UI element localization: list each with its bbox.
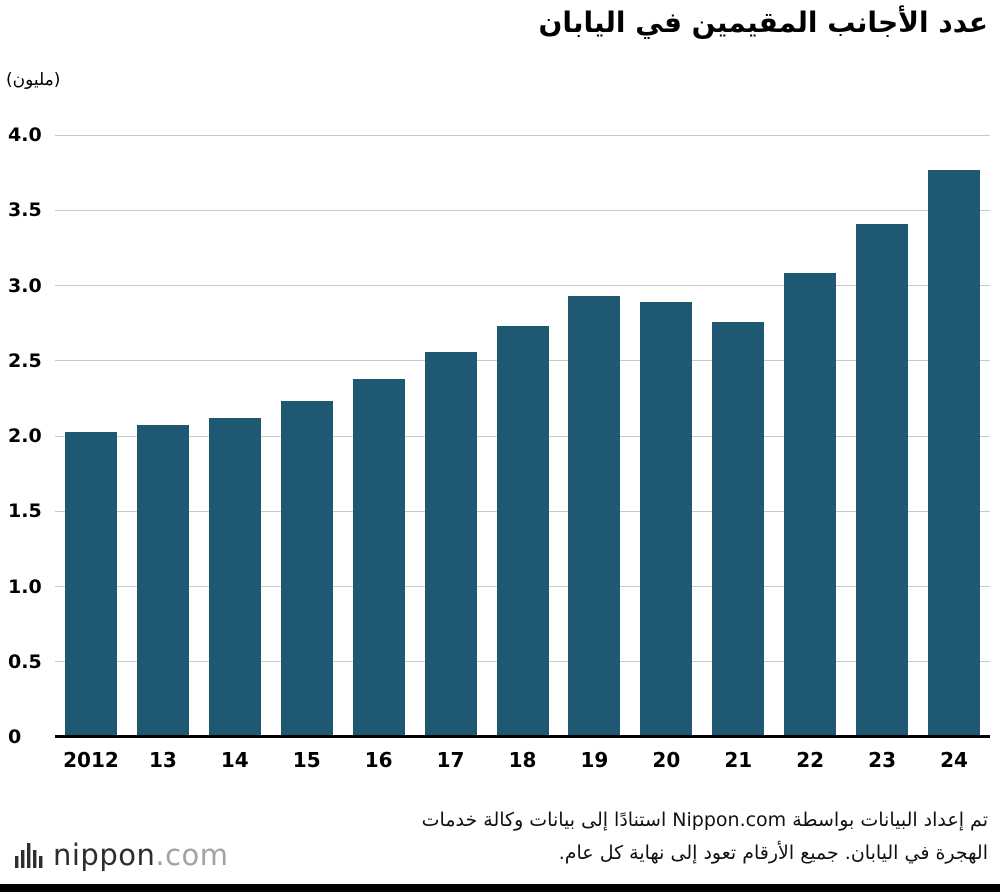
chart-title: عدد الأجانب المقيمين في اليابان: [538, 6, 988, 39]
x-tick-label: 19: [580, 748, 609, 772]
bar-17: [424, 351, 477, 737]
y-tick-label: 0.5: [8, 650, 42, 673]
nippon-logo-domain: .com: [155, 838, 229, 872]
y-tick-label: 4.0: [8, 124, 42, 146]
y-axis-labels: 0 0.5 1.0 1.5 2.0 2.5 3.0 3.5 4.0: [8, 124, 53, 748]
source-note: تم إعداد البيانات بواسطة Nippon.com استن…: [422, 804, 988, 870]
x-tick-label: 24: [940, 748, 968, 772]
y-axis-unit-label: (مليون): [6, 70, 61, 90]
bar-16: [352, 378, 405, 737]
x-tick-label: 23: [868, 748, 897, 772]
y-tick-label: 1.5: [8, 500, 42, 523]
y-tick-label: 2.0: [8, 425, 42, 447]
bar-20: [640, 302, 693, 737]
x-tick-label: 15: [292, 748, 321, 772]
nippon-logo-text: nippon.com: [53, 838, 229, 872]
x-axis-labels: 2012 13 14 15 16 17 18 19 20 21 22 23 24: [55, 748, 990, 778]
y-tick-label: 1.0: [8, 575, 42, 598]
x-tick-label: 14: [220, 748, 249, 772]
y-tick-label: 2.5: [8, 349, 42, 372]
x-tick-label: 20: [652, 748, 681, 772]
source-note-line-2: الهجرة في اليابان. جميع الأرقام تعود إلى…: [558, 842, 988, 864]
gridline: [55, 134, 990, 136]
y-tick-label: 3.0: [8, 274, 42, 297]
bar-22: [784, 273, 837, 737]
bar-2012: [64, 431, 117, 737]
bar-13: [136, 425, 189, 737]
x-tick-label: 2012: [63, 748, 119, 772]
source-note-line-1: تم إعداد البيانات بواسطة Nippon.com استن…: [421, 809, 988, 831]
bar-19: [568, 296, 621, 737]
bar-24: [928, 169, 981, 737]
x-tick-label: 16: [364, 748, 393, 772]
x-tick-label: 13: [148, 748, 177, 772]
bar-15: [280, 401, 333, 737]
x-axis-line: [55, 735, 990, 738]
gridline: [55, 209, 990, 211]
nippon-logo-name: nippon: [53, 838, 156, 872]
y-tick-label: 3.5: [8, 199, 42, 222]
x-tick-label: 17: [436, 748, 465, 772]
x-tick-label: 18: [508, 748, 537, 772]
bottom-border-bar: [0, 884, 1000, 892]
x-tick-label: 22: [796, 748, 825, 772]
gridline: [55, 285, 990, 286]
bar-23: [856, 223, 909, 737]
bar-18: [496, 326, 549, 737]
bar-21: [712, 321, 765, 737]
y-tick-label: 0: [8, 726, 22, 748]
x-tick-label: 21: [724, 748, 753, 772]
bar-14: [208, 417, 261, 737]
nippon-logo-icon: [15, 843, 43, 868]
plot-area: [55, 134, 990, 738]
nippon-logo: nippon.com: [14, 838, 229, 872]
